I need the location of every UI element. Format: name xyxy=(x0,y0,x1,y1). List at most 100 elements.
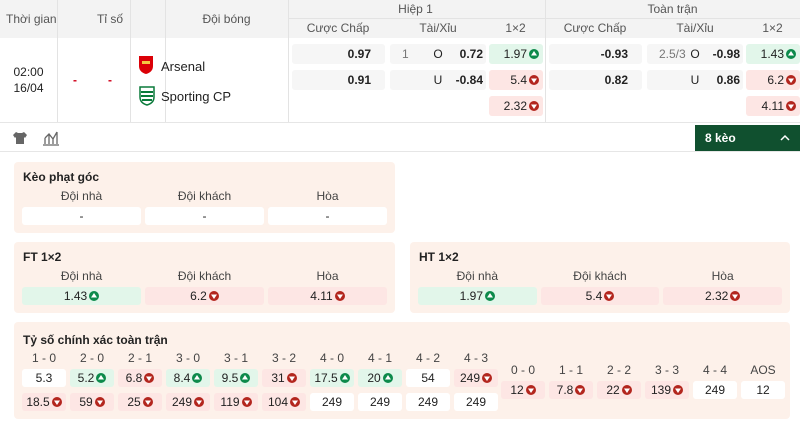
odds-cell[interactable]: 6.2 xyxy=(746,70,800,90)
ou-box xyxy=(647,44,743,64)
odds-cell[interactable]: 139 xyxy=(645,381,689,399)
odds-cell[interactable]: 54 xyxy=(406,369,450,387)
handicap-away: 0.91 xyxy=(292,70,385,90)
column-title: 1×2 xyxy=(505,21,526,35)
odds-value: 5.4 xyxy=(585,289,603,303)
odds-cell[interactable]: - xyxy=(268,207,387,225)
odds-cell[interactable]: 7.8 xyxy=(549,381,593,399)
chevron xyxy=(780,134,790,141)
odds-cell[interactable]: 249 xyxy=(693,381,737,399)
ou-label: U xyxy=(433,73,443,87)
odds-value: - xyxy=(202,209,207,223)
home-team[interactable]: Arsenal xyxy=(161,58,206,74)
down-arrow xyxy=(482,373,493,383)
markets-count: 8 kèo xyxy=(705,131,736,145)
odds-cell[interactable]: 5.3 xyxy=(22,369,66,387)
odds-cell[interactable]: - xyxy=(22,207,141,225)
down-arrow xyxy=(142,397,153,407)
odds-cell[interactable]: 5.2 xyxy=(70,369,114,387)
odds-cell[interactable]: 249 xyxy=(358,393,402,411)
odds-cell[interactable]: 249 xyxy=(454,369,498,387)
odds-cell[interactable]: 249 xyxy=(310,393,354,411)
odds-cell[interactable]: 18.5 xyxy=(22,393,66,411)
odds-cell[interactable]: 31 xyxy=(262,369,306,387)
ou-box xyxy=(647,70,743,90)
odds-cell[interactable]: 5.4 xyxy=(489,70,543,90)
odds-cell[interactable]: 12 xyxy=(501,381,545,399)
markets-toggle[interactable]: 8 kèo xyxy=(695,125,800,151)
option-label: Đội nhà xyxy=(456,269,499,283)
ou-under: 0.86 xyxy=(716,73,740,87)
odds-cell[interactable]: 1.97 xyxy=(418,287,537,305)
odds-value: 5.4 xyxy=(510,73,527,87)
down-arrow xyxy=(786,101,796,111)
odds-cell[interactable]: 6.8 xyxy=(118,369,162,387)
stats-icon[interactable] xyxy=(42,130,60,146)
odds-cell[interactable]: 9.5 xyxy=(214,369,258,387)
odds-value: 25 xyxy=(127,395,141,409)
ou-label: U xyxy=(690,73,700,87)
odds-value: 249 xyxy=(465,395,487,409)
score-label: 3 - 1 xyxy=(223,351,248,365)
down-arrow xyxy=(575,385,586,395)
period-title: Toàn trận xyxy=(647,2,698,16)
odds-cell[interactable]: 249 xyxy=(454,393,498,411)
odds-value: - xyxy=(325,209,330,223)
down-arrow xyxy=(241,397,252,407)
odds-cell[interactable]: 4.11 xyxy=(268,287,387,305)
handicap-home: -0.93 xyxy=(549,44,642,64)
odds-cell[interactable]: 59 xyxy=(70,393,114,411)
odds-value: 139 xyxy=(650,383,672,397)
panel-title: HT 1×2 xyxy=(419,250,459,264)
score-label: AOS xyxy=(750,363,776,377)
odds-value: 4.11 xyxy=(761,99,784,113)
ou-over: 0.72 xyxy=(459,47,483,61)
odds-cell[interactable]: 249 xyxy=(406,393,450,411)
odds-value: 8.4 xyxy=(173,371,191,385)
odds-cell[interactable]: 1.43 xyxy=(22,287,141,305)
odds-cell[interactable]: 20 xyxy=(358,369,402,387)
option-label: Đội nhà xyxy=(60,269,103,283)
odds-value: 104 xyxy=(267,395,289,409)
match-date: 16/04 xyxy=(13,81,44,95)
odds-cell[interactable]: 6.2 xyxy=(145,287,264,305)
odds-cell[interactable]: 119 xyxy=(214,393,258,411)
odds-cell[interactable]: 104 xyxy=(262,393,306,411)
down-arrow xyxy=(529,101,539,111)
odds-cell[interactable]: 2.32 xyxy=(663,287,782,305)
option-label: Hòa xyxy=(711,269,734,283)
odds-value: 5.2 xyxy=(77,371,95,385)
shirt-icon[interactable] xyxy=(12,130,28,146)
home-logo xyxy=(139,56,153,74)
odds-value: 249 xyxy=(369,395,391,409)
odds-value: 6.2 xyxy=(767,73,784,87)
handicap-away: 0.82 xyxy=(549,70,642,90)
divider xyxy=(545,0,546,122)
down-arrow xyxy=(94,397,105,407)
odds-cell[interactable]: 17.5 xyxy=(310,369,354,387)
odds-cell[interactable]: 22 xyxy=(597,381,641,399)
score-label: 4 - 0 xyxy=(319,351,344,365)
odds-cell[interactable]: 1.97 xyxy=(489,44,543,64)
odds-cell[interactable]: 4.11 xyxy=(746,96,800,116)
odds-value: 17.5 xyxy=(314,371,338,385)
odds-value: 9.5 xyxy=(221,371,239,385)
odds-cell[interactable]: 25 xyxy=(118,393,162,411)
down-arrow xyxy=(194,397,205,407)
odds-cell[interactable]: - xyxy=(145,207,264,225)
odds-value: 12 xyxy=(756,383,770,397)
odds-cell[interactable]: 12 xyxy=(741,381,785,399)
odds-cell[interactable]: 249 xyxy=(166,393,210,411)
header-bg xyxy=(0,0,800,38)
odds-value: 249 xyxy=(459,371,481,385)
odds-value: 59 xyxy=(79,395,93,409)
odds-value: 2.32 xyxy=(704,289,729,303)
odds-cell[interactable]: 5.4 xyxy=(540,287,660,305)
odds-cell[interactable]: 8.4 xyxy=(166,369,210,387)
odds-cell[interactable]: 2.32 xyxy=(489,96,543,116)
column-title: Tài/Xỉu xyxy=(676,21,714,35)
header-cell: Thời gian xyxy=(6,12,57,26)
away-team[interactable]: Sporting CP xyxy=(161,88,232,104)
odds-cell[interactable]: 1.43 xyxy=(746,44,800,64)
down-arrow xyxy=(334,291,345,301)
